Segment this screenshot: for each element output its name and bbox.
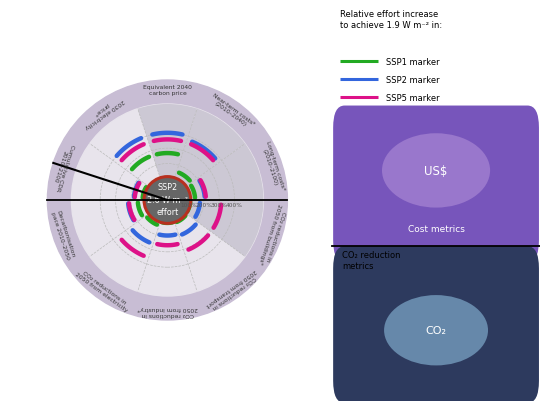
Ellipse shape <box>384 295 488 366</box>
Ellipse shape <box>382 134 490 208</box>
Text: CO₂ reductions in
2050 from industry*: CO₂ reductions in 2050 from industry* <box>137 305 198 316</box>
Text: Cumulative CDR
2010–2100: Cumulative CDR 2010–2100 <box>50 142 75 191</box>
FancyBboxPatch shape <box>333 247 539 401</box>
Circle shape <box>48 81 287 320</box>
Circle shape <box>144 177 191 224</box>
Text: CO₂ reductions in
2050 from buildings*: CO₂ reductions in 2050 from buildings* <box>258 203 287 266</box>
Text: SSP5 marker: SSP5 marker <box>386 94 440 103</box>
Text: 400%: 400% <box>226 203 243 208</box>
Wedge shape <box>167 200 264 257</box>
Text: 2030 electricity
price*: 2030 electricity price* <box>80 93 125 130</box>
Text: 200%: 200% <box>195 203 212 208</box>
Text: SSP2
2.6 W m⁻²
effort: SSP2 2.6 W m⁻² effort <box>147 183 188 217</box>
Text: Relative effort increase
to achieve 1.9 W m⁻² in:: Relative effort increase to achieve 1.9 … <box>340 10 443 30</box>
Text: Decarbonisation
pace 2010–2050: Decarbonisation pace 2010–2050 <box>50 209 75 260</box>
Wedge shape <box>167 109 245 200</box>
Text: CO₂ reductions in
2050 from transport: CO₂ reductions in 2050 from transport <box>205 267 260 312</box>
Text: 300%: 300% <box>211 203 228 208</box>
Text: Long-term costs*
(2010–2100): Long-term costs* (2010–2100) <box>259 140 286 193</box>
Text: Near-term costs*
(2010–2040): Near-term costs* (2010–2040) <box>208 92 256 131</box>
Text: US$: US$ <box>424 164 448 178</box>
Wedge shape <box>138 105 197 200</box>
Text: Equivalent 2040
carbon price: Equivalent 2040 carbon price <box>143 85 192 96</box>
Text: CO₂ reductions in
2050 from electricity: CO₂ reductions in 2050 from electricity <box>73 267 131 312</box>
Text: Increased effort
to achieve 1.9 W m⁻²: Increased effort to achieve 1.9 W m⁻² <box>0 400 1 401</box>
Circle shape <box>71 105 264 296</box>
Text: Cost metrics: Cost metrics <box>408 225 464 234</box>
FancyBboxPatch shape <box>333 106 539 263</box>
Text: CO₂: CO₂ <box>426 326 447 335</box>
Wedge shape <box>167 144 264 200</box>
Text: SSP1 marker: SSP1 marker <box>386 58 440 67</box>
Text: SSP2 marker: SSP2 marker <box>386 76 440 85</box>
Text: 100%: 100% <box>180 203 197 208</box>
Text: CO₂ reduction
metrics: CO₂ reduction metrics <box>342 251 401 271</box>
